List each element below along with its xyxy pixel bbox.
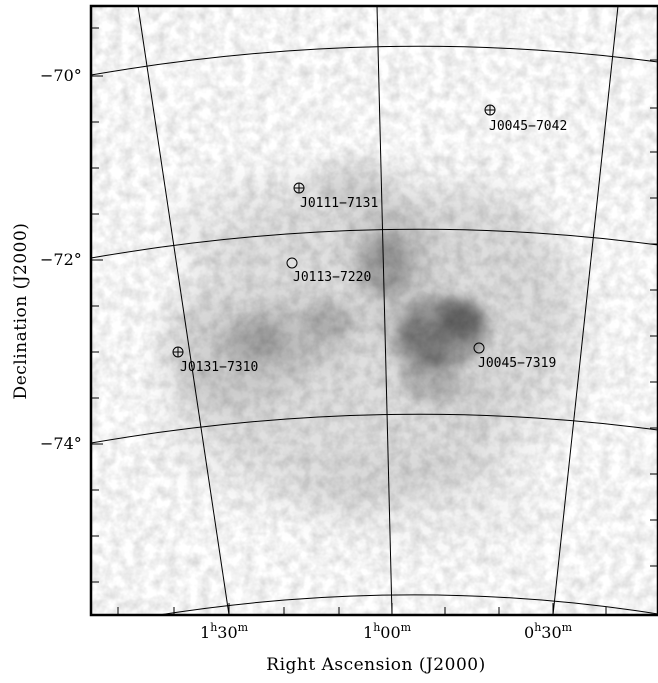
- source-label: J0111−7131: [300, 196, 378, 211]
- source-marker-j0045-7042: J0045−7042: [484, 104, 567, 134]
- ra-gridline-1h30m: [137, 6, 230, 615]
- coordinate-grid: [91, 6, 658, 615]
- source-marker-j0131-7310: J0131−7310: [172, 346, 258, 375]
- source-markers: J0045−7042 J0111−7131 J0113−7220 J0131−7…: [172, 104, 567, 375]
- source-label: J0045−7042: [489, 119, 567, 134]
- dec-gridline-70: [91, 45, 658, 76]
- ra-gridline-1h00m: [376, 6, 393, 615]
- y-tick-label: −72°: [40, 250, 82, 269]
- y-axis-title: Declination (J2000): [11, 223, 31, 400]
- dec-gridline-76: [155, 594, 658, 615]
- x-axis-title: Right Ascension (J2000): [266, 655, 485, 675]
- x-tick-labels: 1h30m 1h00m 0h30m: [200, 621, 573, 642]
- source-marker-j0113-7220: J0113−7220: [286, 257, 371, 285]
- y-tick-label: −74°: [40, 434, 82, 453]
- source-marker-j0111-7131: J0111−7131: [293, 182, 378, 211]
- source-label: J0113−7220: [293, 270, 371, 285]
- axis-ticks: [91, 27, 658, 615]
- source-label: J0045−7319: [478, 356, 556, 371]
- source-label: J0131−7310: [180, 360, 258, 375]
- plot-frame: [89, 4, 658, 617]
- ra-gridline-0h30m: [552, 6, 619, 615]
- dec-gridline-72: [91, 228, 658, 259]
- x-tick-label: 0h30m: [524, 621, 573, 642]
- x-tick-label: 1h00m: [363, 621, 412, 642]
- x-tick-label: 1h30m: [200, 621, 249, 642]
- y-tick-labels: −70° −72° −74°: [40, 66, 82, 453]
- dec-gridline-74: [91, 413, 658, 444]
- hi-intensity-image: [91, 6, 658, 615]
- source-marker-j0045-7319: J0045−7319: [473, 342, 556, 371]
- y-tick-label: −70°: [40, 66, 82, 85]
